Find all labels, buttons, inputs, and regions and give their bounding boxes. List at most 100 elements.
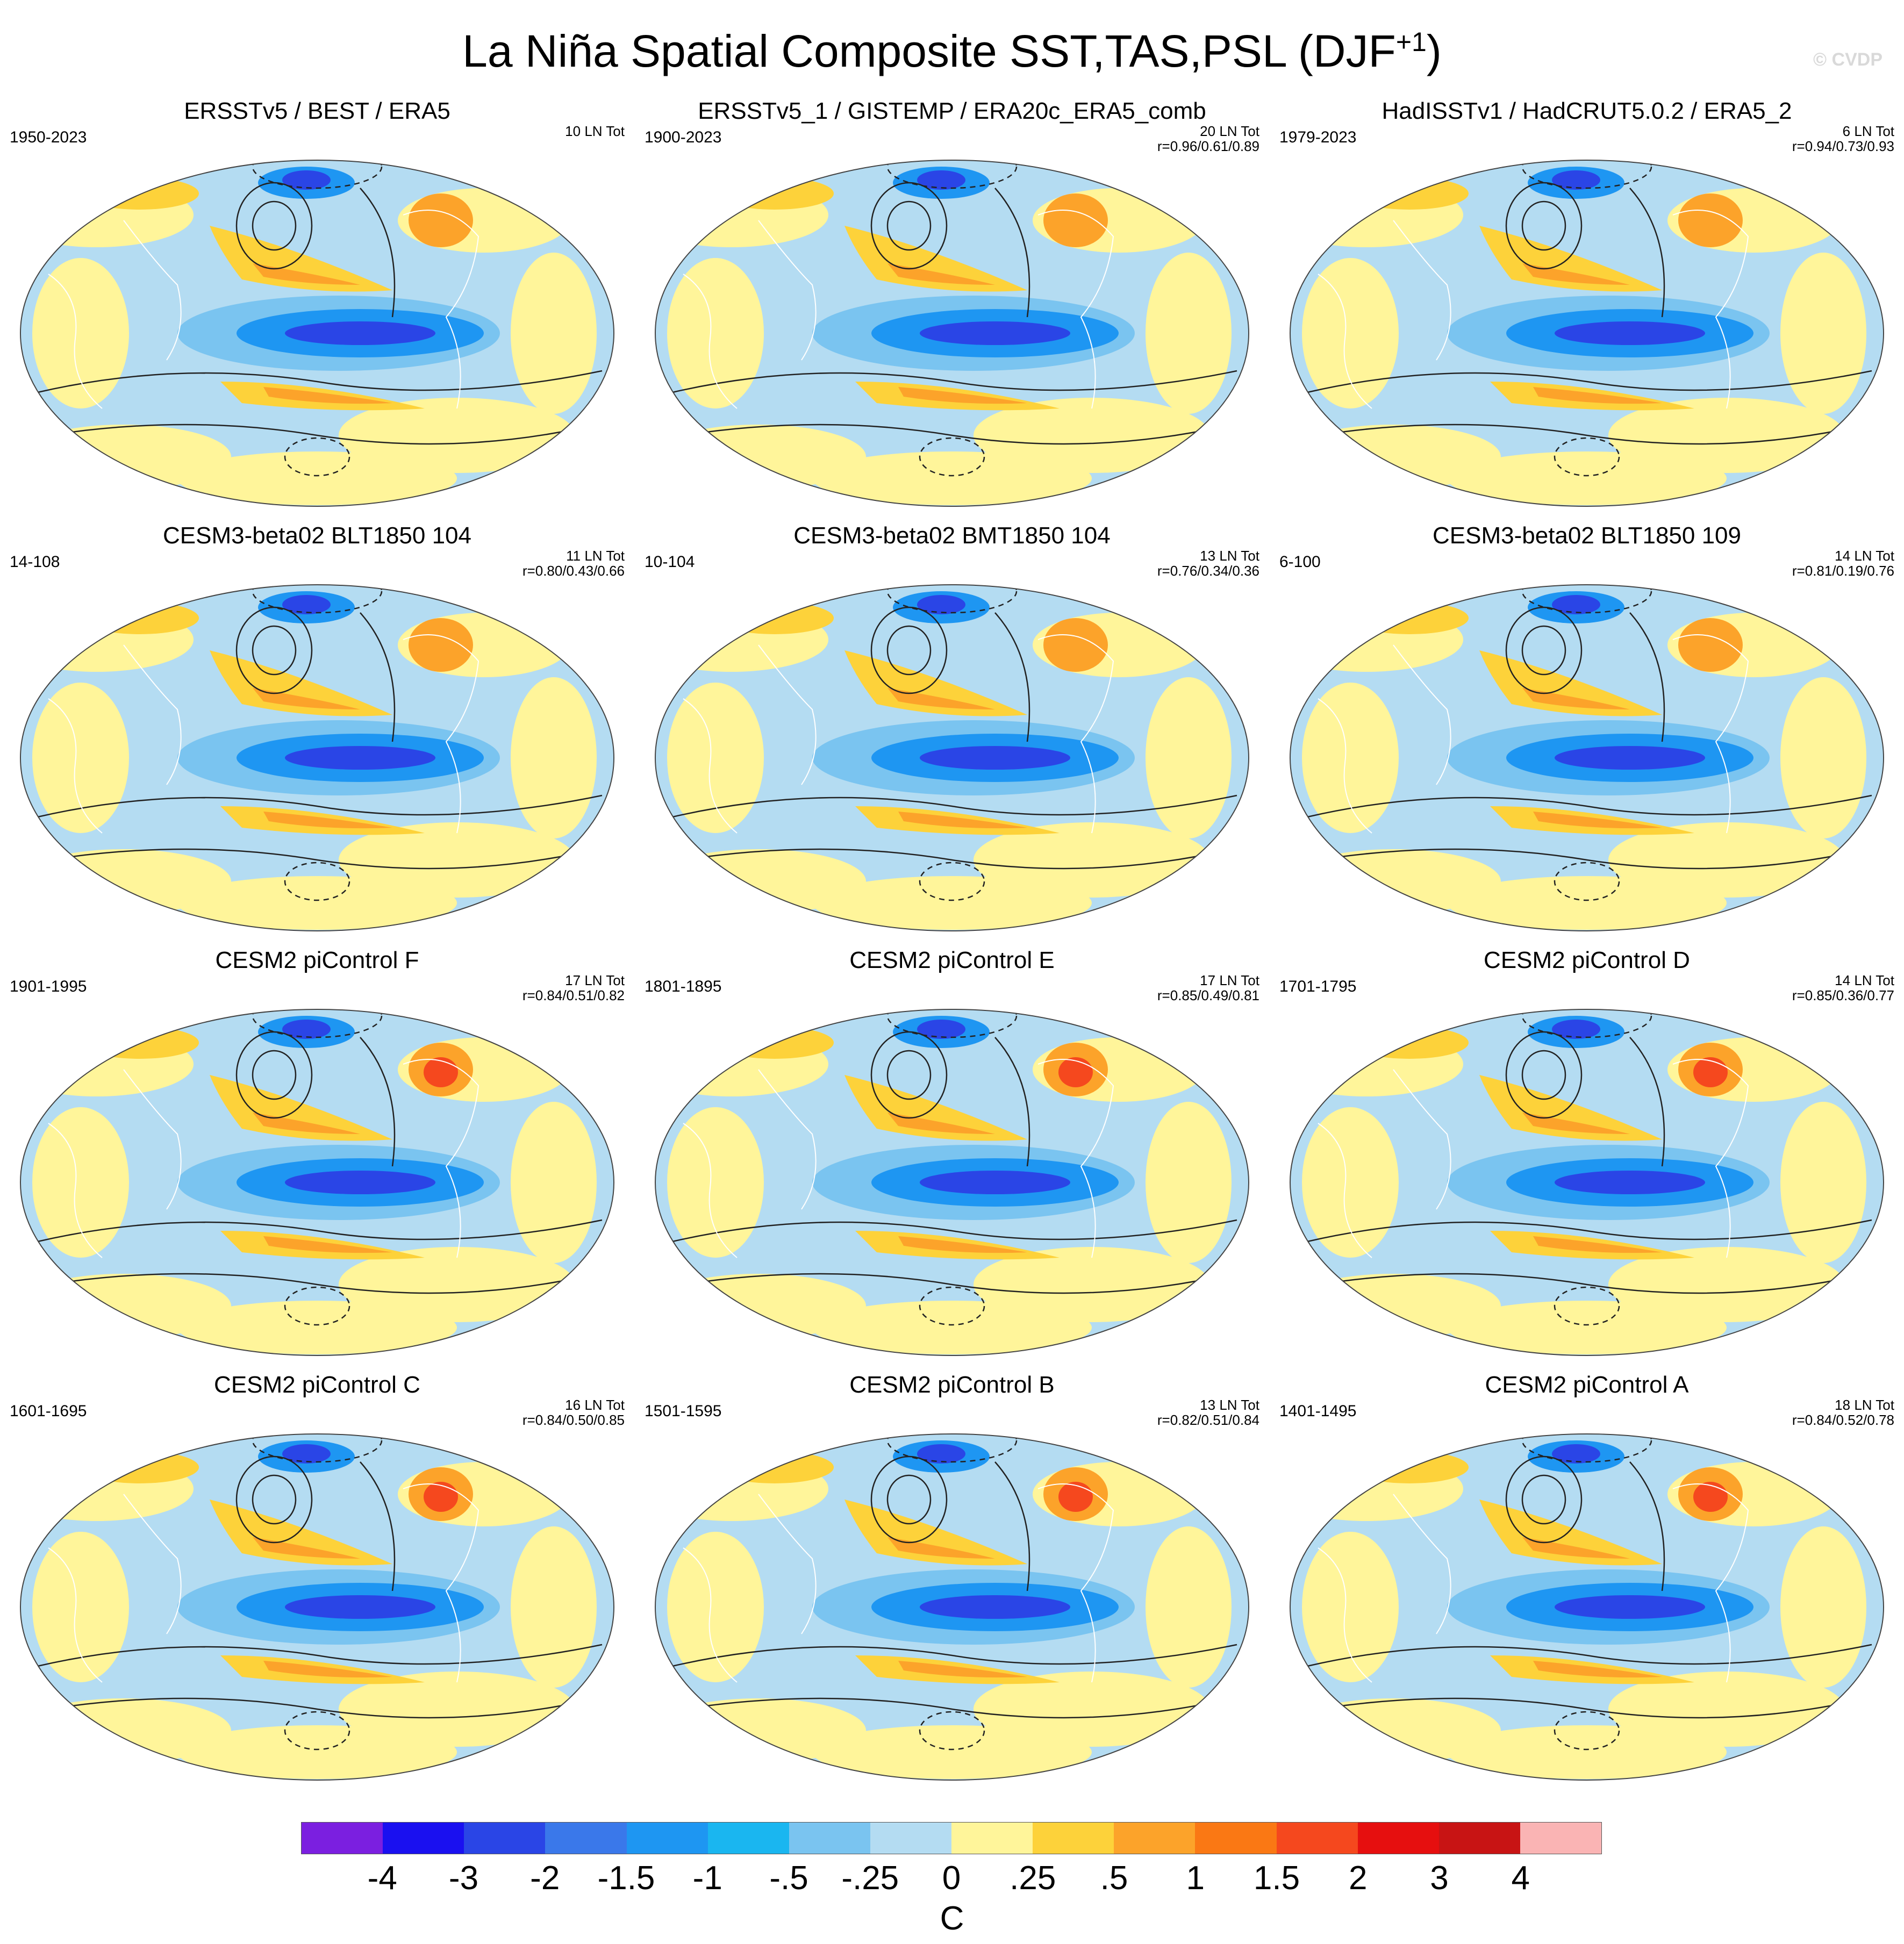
panel-title: ERSSTv5_1 / GISTEMP / ERA20c_ERA5_comb [698,98,1206,124]
panel-years: 1801-1895 [645,978,722,995]
ln-total: 17 LN Tot [1200,972,1259,988]
colorbar-swatch [1276,1823,1358,1854]
composite-map [651,580,1253,935]
figure-title: La Niña Spatial Composite SST,TAS,PSL (D… [462,26,1442,76]
colorbar-swatch [951,1823,1033,1854]
colorbar-tick-label: 3 [1430,1860,1449,1897]
ln-total: 18 LN Tot [1835,1397,1894,1413]
map-panel: CESM2 piControl C 1601-1695 16 LN Tot r=0.8… [0,1371,634,1795]
colorbar-tick-label: .5 [1100,1860,1128,1897]
colorbar-tick-label: 1 [1186,1860,1205,1897]
ln-total: 11 LN Tot [566,548,625,564]
panel-years: 1701-1795 [1279,978,1357,995]
ln-total: 14 LN Tot [1835,972,1894,988]
panel-title: CESM2 piControl E [849,947,1055,973]
panel-title: CESM3-beta02 BMT1850 104 [793,522,1111,549]
panel-ln-count: 14 LN Tot r=0.81/0.19/0.76 [1792,548,1894,578]
pattern-correlation: r=0.84/0.52/0.78 [1792,1412,1894,1428]
ln-total: 14 LN Tot [1835,548,1894,564]
ln-total: 10 LN Tot [565,123,625,139]
pattern-correlation: r=0.80/0.43/0.66 [522,563,625,579]
colorbar-tick-label: -4 [367,1860,397,1897]
panel-years: 1901-1995 [10,978,87,995]
colorbar-swatch [1520,1823,1601,1854]
panel-ln-count: 16 LN Tot r=0.84/0.50/0.85 [522,1397,625,1427]
map-panel: CESM2 piControl F 1901-1995 17 LN Tot r=0.8… [0,946,634,1371]
composite-map [651,1430,1253,1784]
map-panel: CESM2 piControl E 1801-1895 17 LN Tot r=0.8… [635,946,1269,1371]
colorbar-tick-label: -.5 [769,1860,808,1897]
colorbar-swatch [302,1823,383,1854]
panel-years: 1501-1595 [645,1402,722,1420]
colorbar-labels: -4 -3 -2 -1.5 -1 -.5 -.25 0 .25 .5 1 1.5 2 3 4 [301,1860,1602,1897]
panel-title: CESM2 piControl B [849,1372,1055,1398]
colorbar-swatch [1357,1823,1439,1854]
pattern-correlation: r=0.85/0.49/0.81 [1157,987,1259,1003]
panel-title: HadISSTv1 / HadCRUT5.0.2 / ERA5_2 [1382,98,1792,124]
colorbar-units: C [940,1900,964,1937]
panel-title: CESM2 piControl C [214,1372,420,1398]
colorbar-swatch [383,1823,464,1854]
panel-years: 1401-1495 [1279,1402,1357,1420]
ln-total: 13 LN Tot [1200,548,1259,564]
panel-title: ERSSTv5 / BEST / ERA5 [184,98,450,124]
composite-map [1286,1005,1888,1360]
ln-total: 17 LN Tot [565,972,625,988]
colorbar-swatch [707,1823,789,1854]
map-panel: ERSSTv5_1 / GISTEMP / ERA20c_ERA5_comb 19… [635,97,1269,521]
panel-ln-count: 17 LN Tot r=0.84/0.51/0.82 [522,973,625,1003]
colorbar-tick-label: 0 [942,1860,961,1897]
pattern-correlation: r=0.84/0.50/0.85 [522,1412,625,1428]
ln-total: 13 LN Tot [1200,1397,1259,1413]
colorbar-swatch [870,1823,951,1854]
panel-years: 1979-2023 [1279,128,1357,146]
cvdp-watermark: © CVDP [1813,49,1882,70]
map-panel: CESM3-beta02 BLT1850 104 14-108 11 LN Tot r… [0,521,634,946]
ln-total: 16 LN Tot [565,1397,625,1413]
composite-map [1286,1430,1888,1784]
ln-total: 20 LN Tot [1200,123,1259,139]
colorbar-swatch [626,1823,708,1854]
colorbar-tick-label: 2 [1349,1860,1368,1897]
colorbar-swatch [1438,1823,1520,1854]
colorbar-swatch [789,1823,870,1854]
map-panel: HadISSTv1 / HadCRUT5.0.2 / ERA5_2 1979-20… [1270,97,1904,521]
map-panel: CESM2 piControl A 1401-1495 18 LN Tot r=0.8… [1270,1371,1904,1795]
map-panel: CESM3-beta02 BMT1850 104 10-104 13 LN Tot r… [635,521,1269,946]
panel-years: 10-104 [645,553,695,571]
colorbar-tick-label: -2 [530,1860,560,1897]
panel-years: 1900-2023 [645,128,722,146]
composite-map [16,1005,618,1360]
composite-map [651,1005,1253,1360]
map-panel: ERSSTv5 / BEST / ERA5 1950-2023 10 LN Tot [0,97,634,521]
panel-ln-count: 11 LN Tot r=0.80/0.43/0.66 [522,548,625,578]
colorbar-tick-label: -.25 [841,1860,899,1897]
composite-map [1286,156,1888,511]
colorbar-tick-label: -1 [692,1860,722,1897]
pattern-correlation: r=0.82/0.51/0.84 [1157,1412,1259,1428]
pattern-correlation: r=0.76/0.34/0.36 [1157,563,1259,579]
panel-ln-count: 14 LN Tot r=0.85/0.36/0.77 [1792,973,1894,1003]
panel-ln-count: 13 LN Tot r=0.76/0.34/0.36 [1157,548,1259,578]
panel-ln-count: 6 LN Tot r=0.94/0.73/0.93 [1792,124,1894,154]
pattern-correlation: r=0.85/0.36/0.77 [1792,987,1894,1003]
colorbar-tick-label: -3 [448,1860,479,1897]
pattern-correlation: r=0.84/0.51/0.82 [522,987,625,1003]
composite-map [16,580,618,935]
panel-title: CESM2 piControl D [1484,947,1690,973]
panel-ln-count: 10 LN Tot [565,124,625,139]
map-panel: CESM3-beta02 BLT1850 109 6-100 14 LN Tot r=… [1270,521,1904,946]
map-panel: CESM2 piControl D 1701-1795 14 LN Tot r=0.8… [1270,946,1904,1371]
panel-title: CESM3-beta02 BLT1850 104 [163,522,471,549]
colorbar-swatch [1114,1823,1196,1854]
colorbar [301,1822,1602,1854]
panel-years: 1950-2023 [10,128,87,146]
panel-years: 6-100 [1279,553,1321,571]
colorbar-tick-label: .25 [1010,1860,1056,1897]
panel-years: 1601-1695 [10,1402,87,1420]
colorbar-swatch [1195,1823,1277,1854]
panel-ln-count: 20 LN Tot r=0.96/0.61/0.89 [1157,124,1259,154]
composite-map [651,156,1253,511]
panel-ln-count: 18 LN Tot r=0.84/0.52/0.78 [1792,1397,1894,1427]
ln-total: 6 LN Tot [1842,123,1894,139]
